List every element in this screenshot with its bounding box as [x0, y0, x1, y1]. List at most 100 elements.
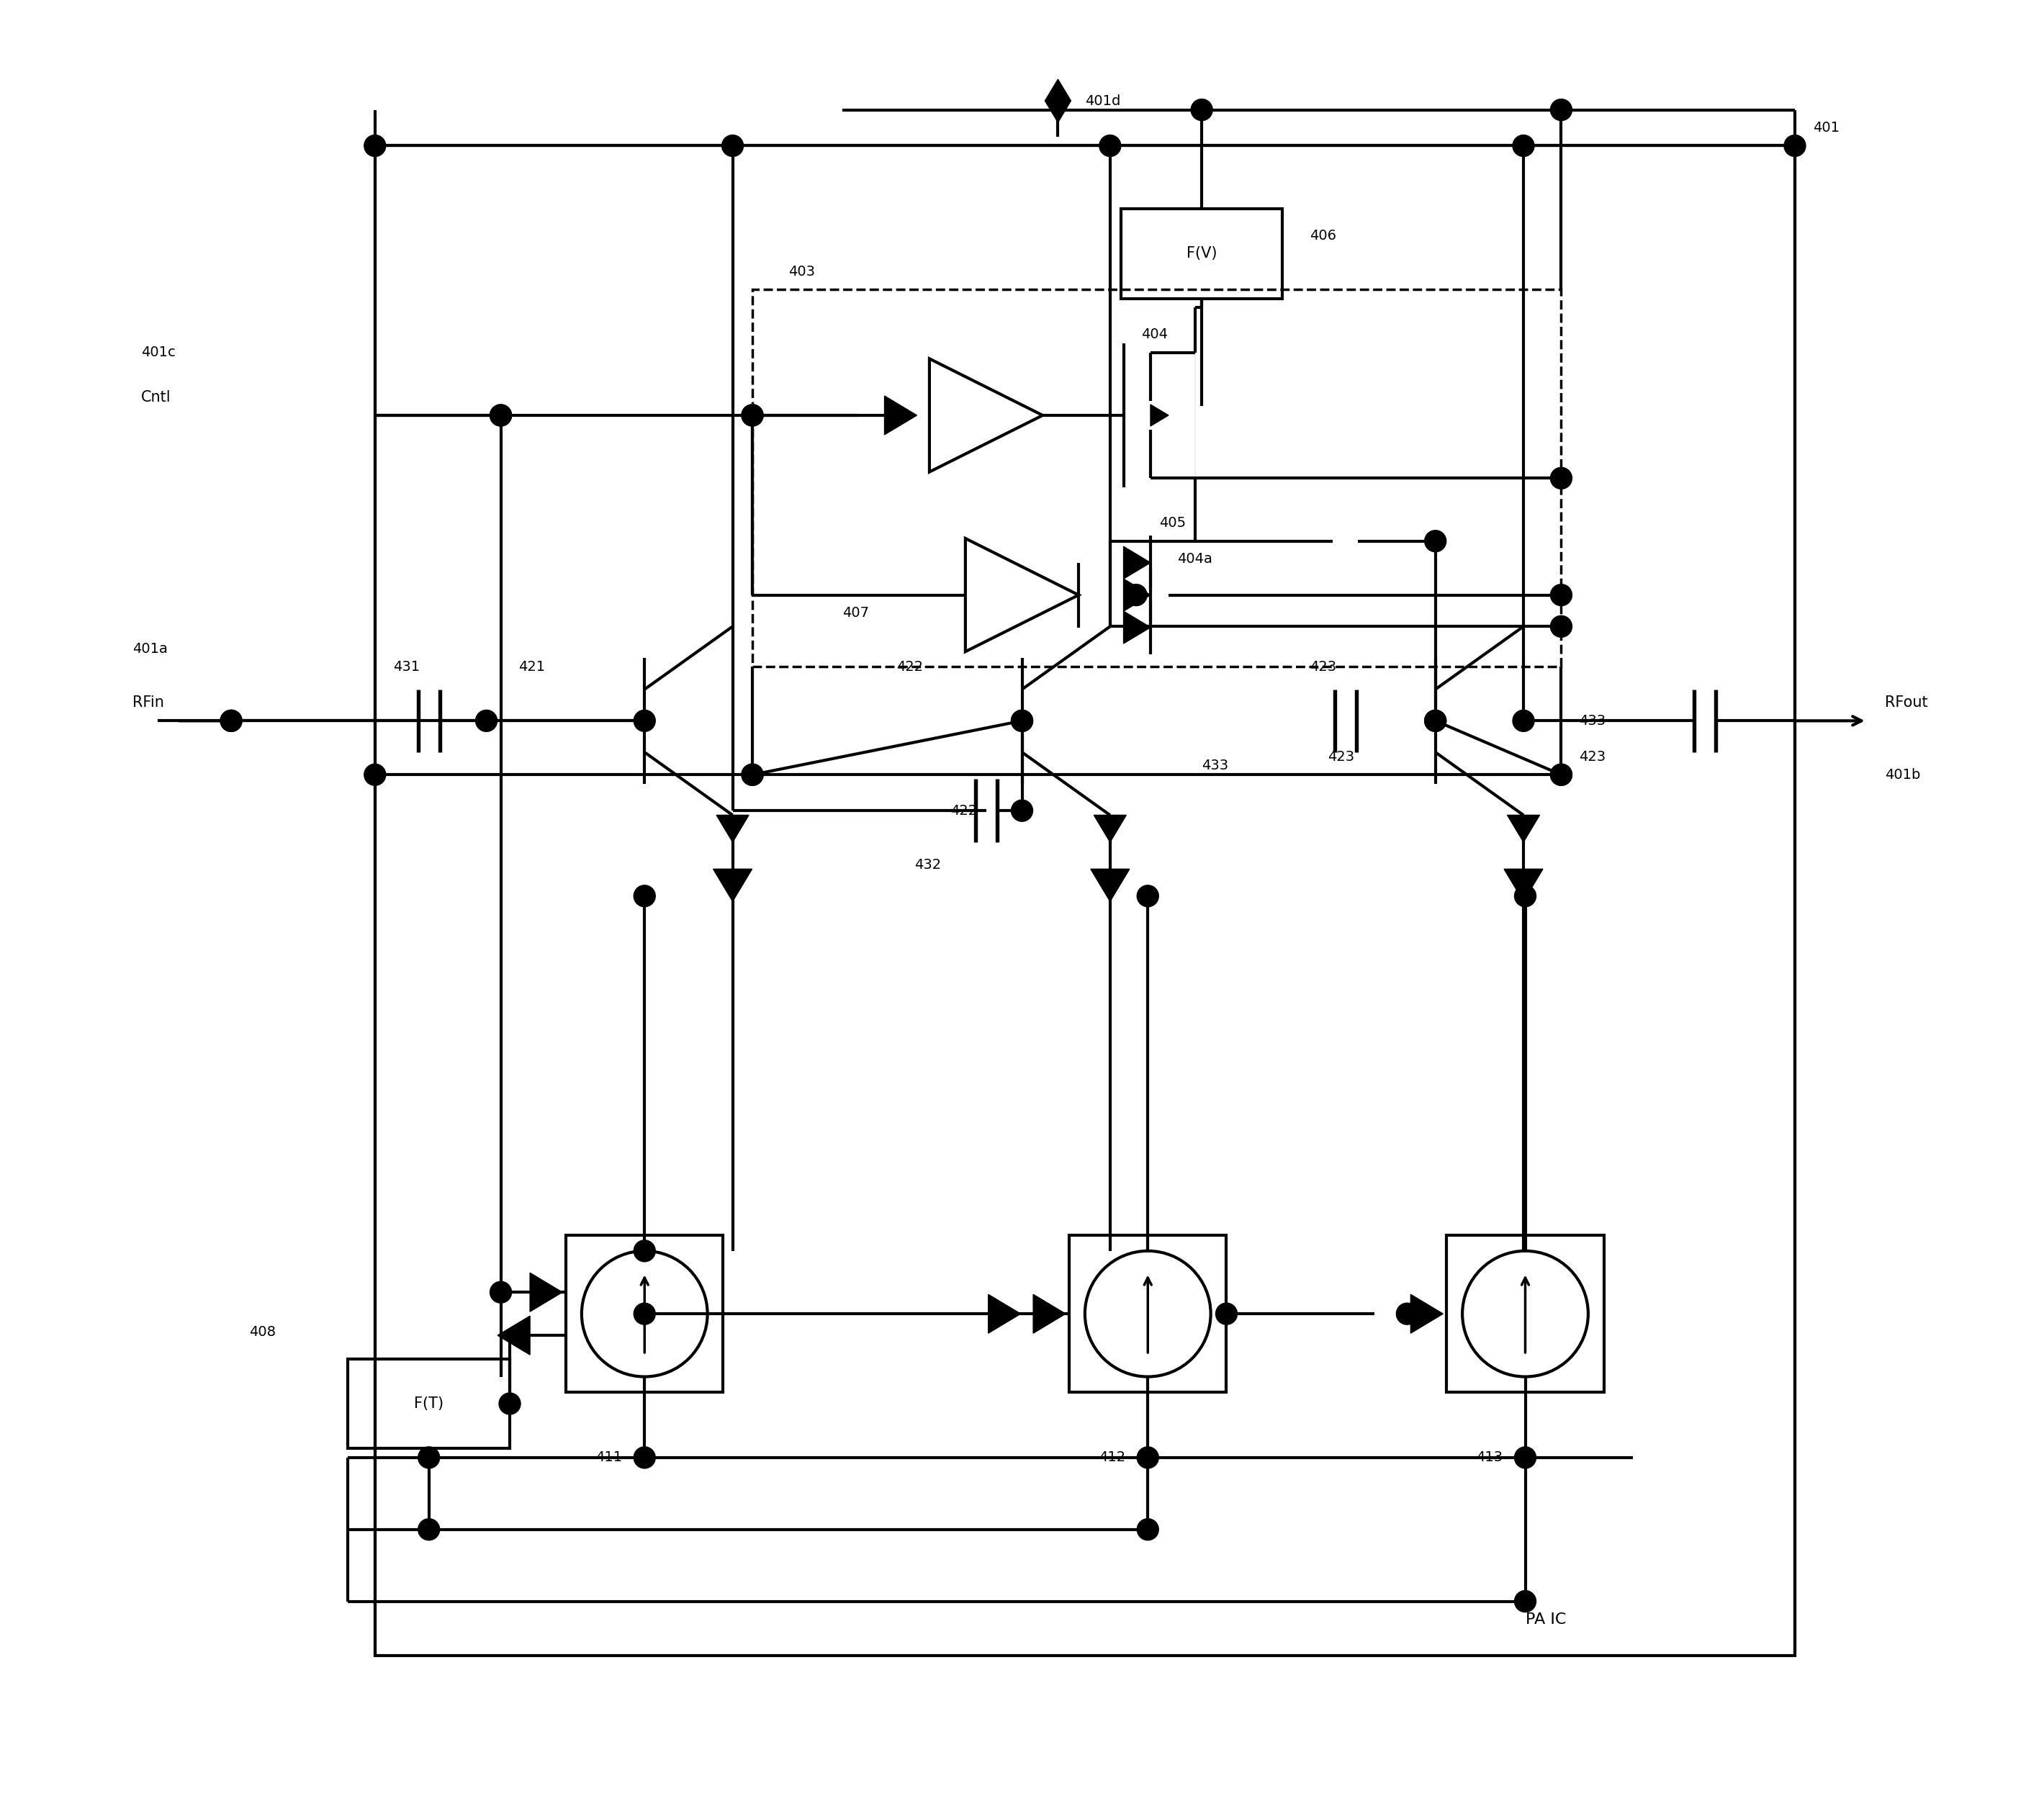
Circle shape	[1136, 1446, 1159, 1468]
Circle shape	[1425, 710, 1447, 731]
Text: 423: 423	[1310, 659, 1337, 674]
Circle shape	[634, 1304, 656, 1324]
Polygon shape	[1506, 816, 1539, 843]
Circle shape	[1012, 710, 1032, 731]
Circle shape	[364, 764, 386, 785]
Polygon shape	[529, 1273, 562, 1311]
Circle shape	[634, 1241, 656, 1263]
Circle shape	[1425, 529, 1447, 551]
Text: RFin: RFin	[133, 695, 164, 710]
Circle shape	[742, 405, 762, 427]
Circle shape	[1425, 710, 1447, 731]
Circle shape	[1012, 710, 1032, 731]
Circle shape	[419, 1446, 439, 1468]
Text: 408: 408	[249, 1326, 276, 1338]
Circle shape	[1515, 1446, 1535, 1468]
Text: 423: 423	[1580, 749, 1607, 764]
Polygon shape	[713, 870, 752, 900]
Polygon shape	[885, 396, 918, 434]
Text: 404: 404	[1141, 328, 1169, 340]
Polygon shape	[1124, 578, 1151, 611]
Polygon shape	[989, 1295, 1020, 1333]
Text: 401d: 401d	[1085, 94, 1120, 108]
Bar	[374, 146, 1795, 1655]
Circle shape	[742, 764, 762, 785]
Circle shape	[491, 1282, 511, 1304]
Text: F(T): F(T)	[415, 1396, 444, 1410]
Circle shape	[1551, 584, 1572, 605]
Text: 422: 422	[950, 803, 977, 818]
Text: 411: 411	[595, 1452, 621, 1464]
Text: 421: 421	[519, 659, 546, 674]
Circle shape	[419, 1518, 439, 1540]
Circle shape	[221, 710, 241, 731]
Polygon shape	[1124, 611, 1151, 643]
Circle shape	[1396, 1304, 1419, 1324]
Text: 432: 432	[914, 857, 940, 872]
Circle shape	[1136, 886, 1159, 906]
Circle shape	[634, 886, 656, 906]
Circle shape	[1551, 764, 1572, 785]
Circle shape	[1192, 99, 1212, 121]
Circle shape	[499, 1392, 521, 1414]
Polygon shape	[717, 816, 748, 843]
Polygon shape	[1151, 405, 1169, 427]
Text: 423: 423	[1327, 749, 1355, 764]
Text: F(V): F(V)	[1186, 247, 1216, 261]
Text: 401b: 401b	[1885, 767, 1919, 782]
Text: 433: 433	[1202, 758, 1228, 773]
Text: 401: 401	[1813, 121, 1840, 135]
Bar	[1447, 1235, 1605, 1392]
Circle shape	[722, 135, 744, 157]
Circle shape	[221, 710, 241, 731]
Text: 431: 431	[392, 659, 419, 674]
Circle shape	[1515, 1590, 1535, 1612]
Polygon shape	[1032, 1295, 1065, 1333]
Circle shape	[1784, 135, 1805, 157]
Circle shape	[491, 405, 511, 427]
Text: 433: 433	[1580, 713, 1607, 728]
Circle shape	[364, 135, 386, 157]
Polygon shape	[1504, 870, 1543, 900]
Text: RFout: RFout	[1885, 695, 1927, 710]
Bar	[752, 290, 1562, 666]
Bar	[1120, 209, 1284, 299]
Text: 407: 407	[842, 607, 869, 620]
Text: Cntl: Cntl	[141, 391, 172, 405]
Circle shape	[1216, 1304, 1237, 1324]
Circle shape	[491, 405, 511, 427]
Text: 412: 412	[1098, 1452, 1126, 1464]
Text: 406: 406	[1310, 229, 1337, 243]
Polygon shape	[1044, 79, 1071, 122]
Circle shape	[476, 710, 497, 731]
Polygon shape	[1091, 870, 1130, 900]
Circle shape	[634, 710, 656, 731]
Polygon shape	[1410, 1295, 1443, 1333]
Text: 413: 413	[1476, 1452, 1502, 1464]
Circle shape	[634, 1446, 656, 1468]
Polygon shape	[1124, 546, 1151, 578]
Text: PA IC: PA IC	[1525, 1612, 1566, 1626]
Circle shape	[1551, 764, 1572, 785]
Polygon shape	[1094, 816, 1126, 843]
Text: 404a: 404a	[1177, 553, 1212, 566]
Bar	[1069, 1235, 1226, 1392]
Polygon shape	[497, 1317, 529, 1354]
Circle shape	[742, 405, 762, 427]
Text: 401c: 401c	[141, 346, 176, 358]
Circle shape	[1551, 99, 1572, 121]
Text: 401a: 401a	[133, 643, 168, 656]
Circle shape	[1136, 1518, 1159, 1540]
Bar	[566, 1235, 724, 1392]
Circle shape	[1551, 616, 1572, 638]
Circle shape	[1515, 886, 1535, 906]
Circle shape	[1551, 468, 1572, 490]
Circle shape	[1012, 800, 1032, 821]
Bar	[347, 1358, 509, 1448]
Circle shape	[742, 764, 762, 785]
Circle shape	[1513, 135, 1535, 157]
Circle shape	[1100, 135, 1120, 157]
Circle shape	[1513, 710, 1535, 731]
Text: 403: 403	[789, 265, 816, 279]
Circle shape	[1126, 584, 1147, 605]
